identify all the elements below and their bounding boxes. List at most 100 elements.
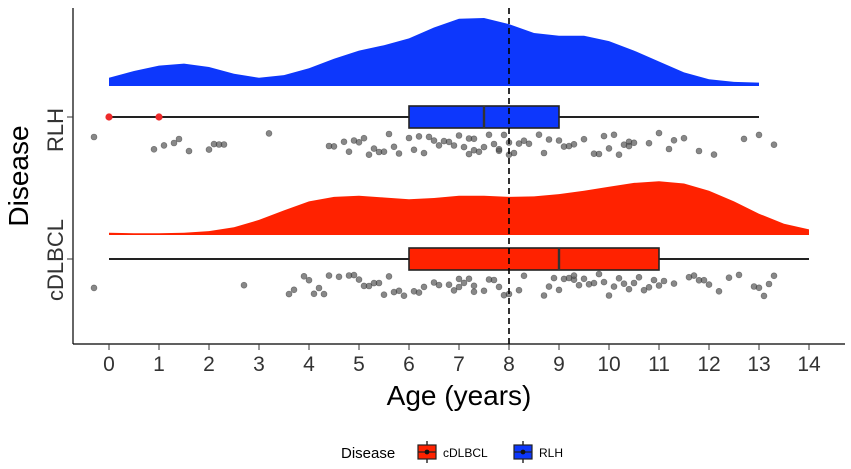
data-point xyxy=(645,139,653,147)
data-point xyxy=(345,148,353,155)
data-point xyxy=(515,286,523,294)
data-point xyxy=(485,131,493,139)
y-category-label: RLH xyxy=(43,108,68,152)
y-category-labels: RLH cDLBCL xyxy=(43,108,73,301)
data-point xyxy=(660,277,668,285)
data-point xyxy=(450,287,458,294)
data-point xyxy=(470,282,478,290)
data-point xyxy=(600,278,608,286)
legend-key-point xyxy=(424,449,430,455)
x-tick-label: 0 xyxy=(103,353,115,376)
data-point xyxy=(705,281,713,288)
data-point xyxy=(465,150,473,158)
data-point xyxy=(715,287,723,295)
data-point xyxy=(615,151,623,158)
data-point xyxy=(625,142,633,150)
data-point xyxy=(445,138,453,146)
data-point xyxy=(680,134,688,142)
data-point xyxy=(305,276,313,284)
series-rlh xyxy=(90,18,778,158)
x-tick-label: 10 xyxy=(597,353,620,376)
x-tick-label: 2 xyxy=(203,353,215,376)
data-point xyxy=(355,276,363,283)
data-point xyxy=(380,148,388,155)
data-point xyxy=(760,292,768,300)
data-point xyxy=(610,131,618,139)
data-point xyxy=(670,137,678,144)
data-point xyxy=(605,145,613,152)
data-point xyxy=(435,142,443,149)
data-point xyxy=(655,129,663,137)
x-ticks: 0 1 2 3 4 5 6 7 8 9 10 11 12 13 14 xyxy=(103,344,821,376)
legend-label-cdlbcl: cDLBCL xyxy=(443,446,488,460)
data-point xyxy=(510,149,518,157)
data-point xyxy=(625,285,633,293)
data-point xyxy=(470,288,478,296)
data-point xyxy=(470,135,478,143)
data-point xyxy=(330,143,338,150)
data-point xyxy=(570,141,578,148)
data-point xyxy=(520,272,528,280)
data-point xyxy=(740,135,748,143)
data-point xyxy=(755,131,763,139)
data-point xyxy=(655,282,663,289)
data-point xyxy=(185,147,193,155)
data-point xyxy=(500,131,508,139)
data-point xyxy=(90,284,98,292)
x-tick-label: 11 xyxy=(648,353,670,376)
data-point xyxy=(490,276,498,284)
data-point xyxy=(545,283,553,290)
data-point xyxy=(220,141,228,148)
data-point xyxy=(415,289,423,296)
data-point xyxy=(370,145,378,152)
data-point xyxy=(455,132,463,139)
x-axis-title: Age (years) xyxy=(387,380,532,411)
data-point xyxy=(340,138,348,146)
data-point xyxy=(475,148,483,156)
data-point xyxy=(615,274,623,282)
data-point xyxy=(205,146,213,153)
data-point xyxy=(700,276,708,284)
x-tick-label: 7 xyxy=(453,353,465,376)
data-point xyxy=(710,151,718,158)
data-point xyxy=(480,143,488,151)
data-point xyxy=(765,280,773,288)
data-point xyxy=(495,145,503,153)
data-point xyxy=(540,292,548,299)
data-point xyxy=(335,273,343,281)
data-point xyxy=(405,134,413,142)
data-point xyxy=(645,283,653,291)
data-point xyxy=(600,132,608,140)
data-point xyxy=(265,130,273,137)
x-tick-label: 9 xyxy=(553,353,565,376)
data-point xyxy=(315,284,323,292)
data-point xyxy=(395,150,403,157)
data-point xyxy=(770,141,778,148)
data-point xyxy=(380,291,388,299)
data-point xyxy=(540,149,548,157)
data-point xyxy=(420,283,428,291)
data-point xyxy=(555,137,563,144)
data-point xyxy=(690,272,698,279)
data-point xyxy=(460,279,468,287)
data-point xyxy=(545,136,553,143)
data-point xyxy=(520,137,528,144)
x-tick-label: 12 xyxy=(697,353,720,376)
x-tick-label: 4 xyxy=(303,353,315,376)
data-point xyxy=(395,287,403,295)
data-point xyxy=(525,140,533,148)
outlier-point xyxy=(105,113,113,121)
data-point xyxy=(635,273,643,281)
data-point xyxy=(175,135,183,143)
x-tick-label: 5 xyxy=(353,353,365,376)
legend: Disease cDLBCL RLH xyxy=(341,441,563,463)
y-category-label: cDLBCL xyxy=(43,219,68,301)
data-point xyxy=(375,279,383,287)
data-point xyxy=(325,272,333,279)
legend-item-rlh: RLH xyxy=(513,441,563,463)
data-point xyxy=(320,290,328,298)
data-point xyxy=(310,290,318,298)
data-point xyxy=(495,283,503,291)
outlier-point xyxy=(155,113,163,121)
